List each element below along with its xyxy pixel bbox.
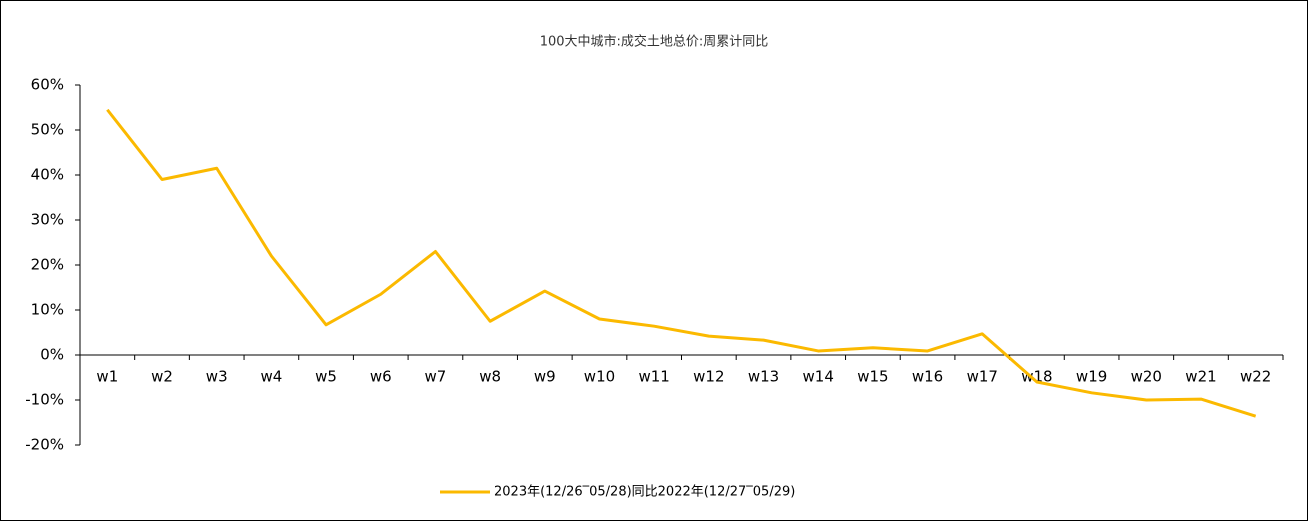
x-tick-label: w12 xyxy=(693,368,724,386)
x-tick-label: w11 xyxy=(638,368,669,386)
x-tick-label: w6 xyxy=(370,368,392,386)
x-tick-label: w5 xyxy=(315,368,337,386)
y-tick-label: -20% xyxy=(25,436,64,454)
y-tick-label: 50% xyxy=(31,121,64,139)
x-tick-label: w10 xyxy=(584,368,615,386)
chart-title: 100大中城市:成交土地总价:周累计同比 xyxy=(540,34,769,50)
x-tick-label: w3 xyxy=(206,368,228,386)
x-tick-label: w18 xyxy=(1021,368,1052,386)
x-tick-label: w19 xyxy=(1076,368,1107,386)
y-tick-label: 40% xyxy=(31,166,64,184)
x-tick-label: w7 xyxy=(425,368,447,386)
y-tick-label: 0% xyxy=(40,346,64,364)
y-tick-label: -10% xyxy=(25,391,64,409)
x-tick-label: w9 xyxy=(534,368,556,386)
x-tick-label: w22 xyxy=(1240,368,1271,386)
x-tick-label: w1 xyxy=(96,368,118,386)
line-series xyxy=(106,108,1257,418)
x-tick-label: w13 xyxy=(748,368,779,386)
x-tick-label: w14 xyxy=(803,368,834,386)
x-tick-label: w16 xyxy=(912,368,943,386)
legend-label: 2023年(12/26‾05/28)同比2022年(12/27‾05/29) xyxy=(494,485,795,500)
y-tick-label: 30% xyxy=(31,211,64,229)
y-tick-label: 20% xyxy=(31,256,64,274)
x-tick-label: w17 xyxy=(967,368,998,386)
x-tick-label: w4 xyxy=(260,368,282,386)
y-tick-label: 10% xyxy=(31,301,64,319)
x-tick-label: w8 xyxy=(479,368,501,386)
x-tick-label: w2 xyxy=(151,368,173,386)
x-tick-label: w20 xyxy=(1131,368,1162,386)
x-tick-label: w15 xyxy=(857,368,888,386)
y-tick-label: 60% xyxy=(31,76,64,94)
x-tick-label: w21 xyxy=(1185,368,1216,386)
